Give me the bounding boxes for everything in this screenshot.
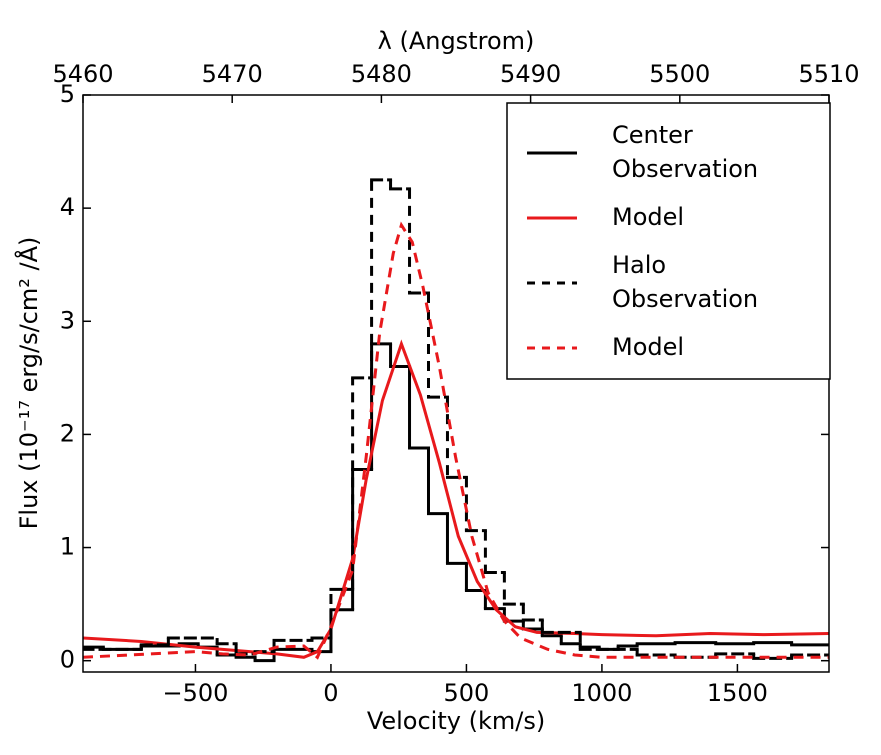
x-tick-label: 1000 bbox=[571, 679, 632, 707]
legend-label: Model bbox=[612, 203, 684, 231]
x2-tick-label: 5490 bbox=[500, 60, 561, 88]
y-tick-label: 5 bbox=[60, 80, 75, 108]
line bbox=[83, 339, 829, 659]
x-axis-label: Velocity (km/s) bbox=[367, 707, 545, 735]
y-tick-label: 4 bbox=[60, 193, 75, 221]
legend-box bbox=[506, 102, 831, 380]
x2-tick-label: 5470 bbox=[202, 60, 263, 88]
x-tick-label: 0 bbox=[323, 679, 338, 707]
legend-label: Model bbox=[612, 333, 684, 361]
y-tick-label: 3 bbox=[60, 306, 75, 334]
x2-axis-label: λ (Angstrom) bbox=[378, 27, 535, 55]
x2-tick-label: 5460 bbox=[52, 60, 113, 88]
y-tick-label: 2 bbox=[60, 419, 75, 447]
line bbox=[83, 221, 829, 660]
plot-frame bbox=[82, 94, 830, 673]
legend-label: Halo Observation bbox=[612, 251, 758, 313]
x2-tick-label: 5500 bbox=[649, 60, 710, 88]
x-tick-label: −500 bbox=[162, 679, 228, 707]
y-tick-label: 1 bbox=[60, 533, 75, 561]
legend: Center Observation Model Halo Observation Mod… bbox=[506, 102, 831, 380]
x-tick-label: 1500 bbox=[707, 679, 768, 707]
y-axis-label: Flux (10⁻¹⁷ erg/s/cm² /Å) bbox=[14, 237, 43, 530]
x-tick-label: 500 bbox=[444, 679, 490, 707]
x2-tick-label: 5510 bbox=[798, 60, 859, 88]
plot bbox=[83, 178, 829, 663]
y-tick-label: 0 bbox=[60, 646, 75, 674]
legend-label: Center Observation bbox=[612, 121, 758, 183]
x2-tick-label: 5480 bbox=[351, 60, 412, 88]
